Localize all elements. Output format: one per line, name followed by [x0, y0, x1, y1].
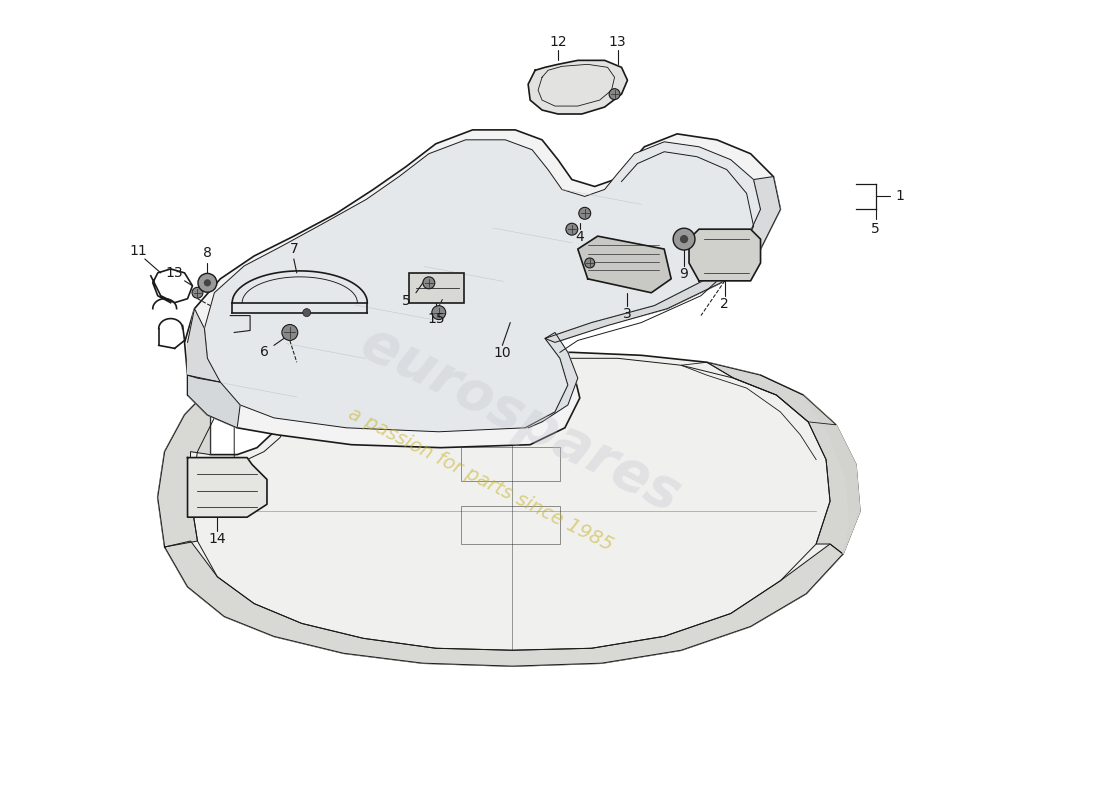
- Circle shape: [302, 309, 310, 317]
- Polygon shape: [803, 395, 860, 554]
- Circle shape: [422, 277, 435, 289]
- Text: 13: 13: [608, 35, 626, 50]
- Text: 2: 2: [720, 297, 729, 310]
- Circle shape: [680, 235, 689, 243]
- Polygon shape: [232, 271, 367, 302]
- Text: 7: 7: [289, 242, 298, 256]
- Polygon shape: [707, 362, 860, 554]
- Circle shape: [432, 306, 446, 319]
- Circle shape: [609, 89, 620, 100]
- Text: 5: 5: [871, 222, 880, 236]
- Polygon shape: [187, 375, 240, 428]
- Text: eurospares: eurospares: [352, 316, 689, 523]
- Text: 12: 12: [549, 35, 566, 50]
- Circle shape: [198, 274, 217, 292]
- Polygon shape: [689, 229, 760, 281]
- Circle shape: [204, 279, 211, 286]
- Text: 9: 9: [680, 267, 689, 281]
- Text: a passion for parts since 1985: a passion for parts since 1985: [345, 404, 616, 554]
- Text: 3: 3: [623, 306, 631, 321]
- Text: 11: 11: [129, 244, 146, 258]
- Bar: [461, 446, 560, 482]
- Text: 8: 8: [204, 246, 212, 260]
- Text: 1: 1: [895, 190, 904, 203]
- Polygon shape: [157, 352, 860, 666]
- Text: 5: 5: [402, 294, 410, 308]
- Bar: [461, 506, 560, 544]
- Text: 6: 6: [260, 346, 268, 359]
- Polygon shape: [528, 60, 627, 114]
- Circle shape: [585, 258, 595, 268]
- Polygon shape: [205, 140, 760, 432]
- Polygon shape: [157, 388, 210, 547]
- Polygon shape: [187, 458, 267, 517]
- Circle shape: [282, 325, 298, 341]
- Text: 13: 13: [166, 266, 184, 280]
- Polygon shape: [187, 309, 220, 382]
- Circle shape: [579, 207, 591, 219]
- Text: 14: 14: [209, 532, 227, 546]
- Text: 10: 10: [494, 346, 512, 360]
- Polygon shape: [525, 333, 578, 428]
- Text: 15: 15: [427, 311, 444, 326]
- Circle shape: [192, 287, 202, 298]
- Polygon shape: [578, 236, 671, 293]
- Circle shape: [565, 223, 578, 235]
- Text: 4: 4: [575, 230, 584, 244]
- Bar: [409, 273, 463, 302]
- Circle shape: [673, 228, 695, 250]
- Polygon shape: [544, 177, 780, 342]
- Polygon shape: [165, 541, 843, 666]
- Polygon shape: [185, 130, 780, 448]
